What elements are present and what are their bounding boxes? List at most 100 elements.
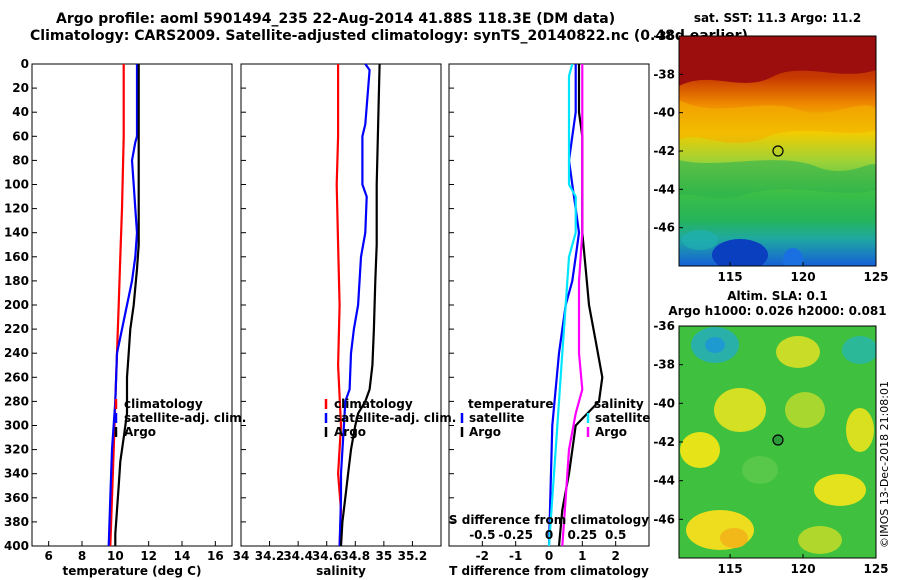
y-tick-label: 80: [12, 153, 29, 167]
y-tick-label: 0: [21, 57, 29, 71]
map-x-tick-label: 115: [718, 270, 743, 284]
x-tick-label: 34.4: [283, 549, 313, 563]
y-tick-label: 280: [4, 394, 29, 408]
legend-label: satellite: [469, 411, 524, 425]
map-y-tick-label: -44: [653, 182, 675, 196]
map-x-tick-label: 120: [791, 562, 816, 576]
top-tick-label: 0.25: [568, 528, 598, 542]
y-tick-label: 260: [4, 370, 29, 384]
map-y-tick-label: -42: [653, 144, 675, 158]
legend-label: Argo: [334, 425, 366, 439]
legend-label: climatology: [124, 397, 203, 411]
sst-argo-marker: [772, 145, 784, 157]
x-tick-label: 34: [233, 549, 250, 563]
y-tick-label: 220: [4, 322, 29, 336]
x-tick-label: 2: [611, 549, 619, 563]
legend-label: climatology: [334, 397, 413, 411]
map-y-tick-label: -44: [653, 474, 675, 488]
title-line-2: Climatology: CARS2009. Satellite-adjuste…: [30, 28, 748, 44]
sla-subtitle: Argo h1000: 0.026 h2000: 0.081: [668, 304, 886, 318]
y-tick-label: 100: [4, 178, 29, 192]
series-satellite-adj-clim-: [338, 63, 371, 547]
panel-sal: 34 34.234.434.634.8 35 35.2 salinity climatol…: [233, 63, 456, 578]
sal-xlabel: salinity: [316, 564, 366, 578]
series-t-satellite: [547, 64, 581, 547]
x-tick-label: 34.8: [340, 549, 370, 563]
panel-diff: -2 -1 0 1 2T difference from climatology temp…: [448, 63, 650, 578]
x-tick-label: 1: [578, 549, 586, 563]
x-tick-label: 0: [545, 549, 553, 563]
y-tick-label: 20: [12, 81, 29, 95]
map-y-tick-label: -36: [653, 29, 675, 43]
series-argo: [114, 64, 140, 546]
x-tick-label: 8: [78, 549, 86, 563]
x-tick-label: 35: [376, 549, 393, 563]
map-y-tick-label: -46: [653, 512, 675, 526]
top-tick-label: -0.5: [469, 528, 495, 542]
sla-argo-marker: [772, 434, 784, 446]
x-tick-label: 14: [174, 549, 191, 563]
x-tick-label: 10: [107, 549, 124, 563]
sla-title: Altim. SLA: 0.1: [727, 289, 828, 303]
top-tick-label: -0.25: [498, 528, 533, 542]
legend-label: satellite-adj. clim.: [334, 411, 456, 425]
series-climatology: [335, 64, 343, 547]
sla-map: [678, 325, 877, 559]
legend-label: satellite: [595, 411, 650, 425]
map-y-tick-label: -40: [653, 106, 675, 120]
series-s-argo: [561, 64, 584, 547]
x-tick-label: 12: [140, 549, 157, 563]
y-tick-label: 300: [4, 419, 29, 433]
map-y-tick-label: -40: [653, 396, 675, 410]
temp-xlabel: temperature (deg C): [63, 564, 202, 578]
y-tick-label: 200: [4, 298, 29, 312]
map-y-tick-label: -36: [653, 319, 675, 333]
y-tick-label: 400: [4, 539, 29, 553]
series-climatology: [109, 64, 125, 547]
x-tick-label: 35.2: [398, 549, 428, 563]
y-tick-label: 340: [4, 467, 29, 481]
map-axes-sst: sat. SST: 11.3 Argo: 11.2 -36 -38 -40 -42 -44…: [653, 11, 888, 284]
map-y-tick-label: -38: [653, 358, 675, 372]
x-tick-label: 34.6: [312, 549, 342, 563]
temp-frame: [31, 63, 233, 547]
title-line-1: Argo profile: aoml 5901494_235 22-Aug-20…: [56, 11, 616, 27]
y-tick-label: 140: [4, 226, 29, 240]
map-y-tick-label: -46: [653, 221, 675, 235]
series-s-satellite: [547, 63, 577, 547]
map-y-tick-label: -42: [653, 435, 675, 449]
copyright-credit: ©IMOS 13-Dec-2018 21:08:01: [878, 381, 891, 548]
y-tick-label: 160: [4, 250, 29, 264]
legend-label: Argo: [469, 425, 501, 439]
diff-xlabel: T difference from climatology: [449, 564, 649, 578]
x-tick-label: 34.2: [255, 549, 285, 563]
map-y-tick-label: -38: [653, 67, 675, 81]
diff-frame: [448, 63, 650, 547]
map-x-tick-label: 125: [863, 562, 888, 576]
y-tick-label: 180: [4, 274, 29, 288]
series-satellite-adj-clim-: [107, 64, 139, 547]
y-tick-label: 240: [4, 346, 29, 360]
x-tick-label: 6: [44, 549, 52, 563]
map-x-tick-label: 125: [863, 270, 888, 284]
y-tick-label: 60: [12, 129, 29, 143]
x-tick-label: -2: [476, 549, 489, 563]
series-argo: [339, 63, 381, 547]
y-tick-label: 40: [12, 105, 29, 119]
panel-temp: 0 20 40 60 80 100 120 140 160 180 200 220 240 260 280 3…: [4, 57, 246, 578]
legend-label: Argo: [595, 425, 627, 439]
x-tick-label: 16: [207, 549, 224, 563]
map-x-tick-label: 115: [718, 562, 743, 576]
legend-left-title: temperature: [468, 397, 553, 411]
map-x-tick-label: 120: [791, 270, 816, 284]
y-tick-label: 120: [4, 202, 29, 216]
diff-xlabel-top: S difference from climatology: [449, 513, 649, 527]
legend-right-title: salinity: [594, 397, 644, 411]
legend-label: Argo: [124, 425, 156, 439]
y-tick-label: 380: [4, 515, 29, 529]
y-tick-label: 320: [4, 443, 29, 457]
y-tick-label: 360: [4, 491, 29, 505]
legend-label: satellite-adj. clim.: [124, 411, 246, 425]
